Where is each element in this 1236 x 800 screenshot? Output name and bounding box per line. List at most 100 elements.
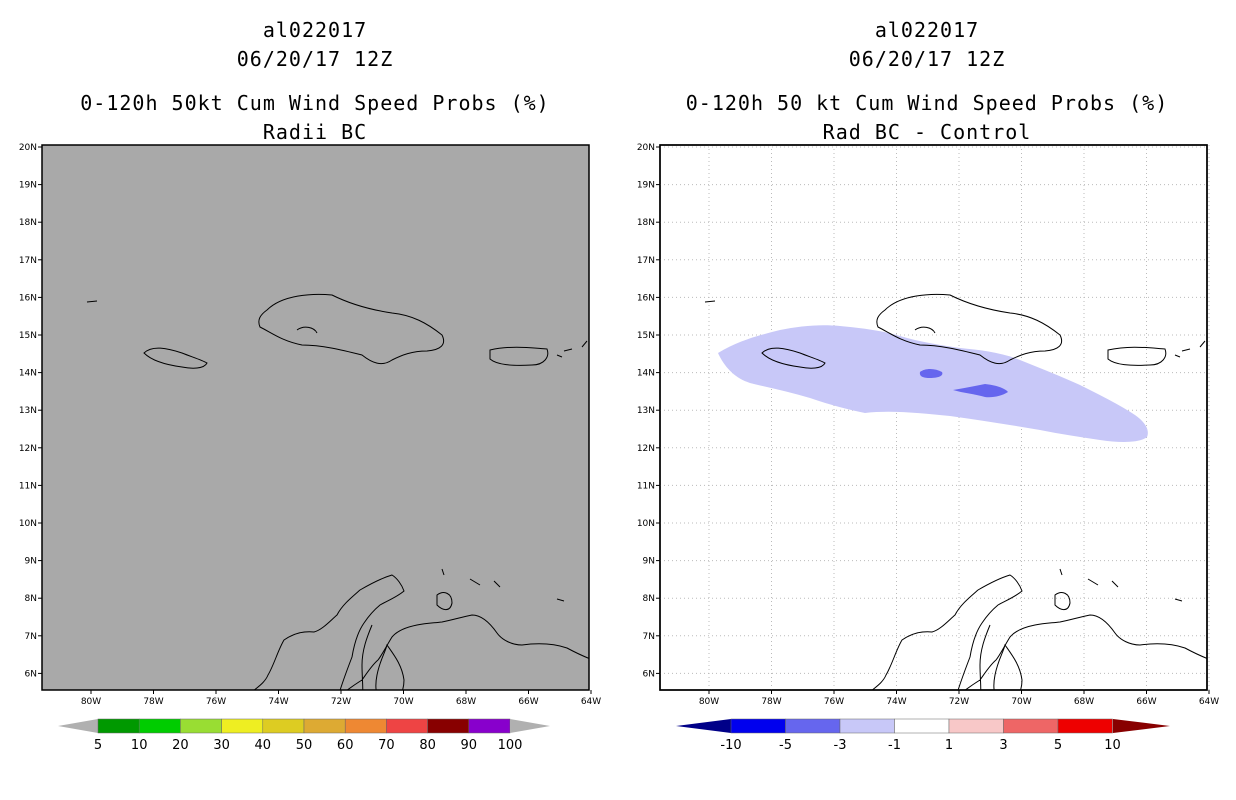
right-title-line1: al022017 (874, 18, 980, 42)
right-colorbar-over-arrow (1113, 719, 1170, 733)
lat-label: 13N (637, 406, 655, 416)
colorbar-label: 1 (945, 738, 953, 753)
diff-contour-medium-1 (919, 369, 943, 378)
lat-label: 16N (19, 293, 37, 303)
right-title-line4: Rad BC - Control (822, 120, 1032, 144)
colorbar-label: 60 (337, 738, 354, 753)
diff-contour-light (718, 325, 1148, 442)
colorbar-box (468, 718, 511, 734)
colorbar-label: 5 (94, 738, 102, 753)
lon-label: 72W (949, 697, 969, 707)
lat-label: 7N (643, 632, 655, 642)
lon-label: 64W (1199, 697, 1219, 707)
lat-label: 12N (19, 444, 37, 454)
lat-label: 8N (25, 594, 37, 604)
colorbar-label: -1 (888, 738, 901, 753)
colorbar-box (730, 718, 786, 734)
lon-label: 68W (456, 697, 476, 707)
left-title-line3: 0-120h 50kt Cum Wind Speed Probs (%) (80, 91, 550, 115)
lat-label: 10N (19, 519, 37, 529)
lat-label: 20N (19, 143, 37, 153)
colorbar-box (1003, 718, 1059, 734)
lon-label: 78W (761, 697, 781, 707)
lat-label: 18N (637, 218, 655, 228)
colorbar-box (262, 718, 305, 734)
left-lon-labels: 80W 78W 76W 74W 72W 70W 68W 66W 64W (81, 690, 601, 707)
colorbar-box (344, 718, 387, 734)
colorbar-label: 10 (131, 738, 148, 753)
lat-label: 17N (637, 256, 655, 266)
colorbar-label: 70 (378, 738, 395, 753)
colorbar-label: -5 (779, 738, 792, 753)
right-title-line2: 06/20/17 12Z (848, 47, 1006, 71)
lat-label: 19N (19, 181, 37, 191)
diff-contour-medium-2 (953, 384, 1008, 398)
lon-label: 80W (699, 697, 719, 707)
lon-label: 68W (1074, 697, 1094, 707)
lat-label: 8N (643, 594, 655, 604)
right-colorbar-under-arrow (676, 719, 731, 733)
colorbar-label: 10 (1104, 738, 1121, 753)
lat-label: 15N (19, 331, 37, 341)
left-colorbar-over-arrow (510, 719, 550, 733)
lat-label: 9N (25, 557, 37, 567)
left-title-line2: 06/20/17 12Z (236, 47, 394, 71)
lat-label: 18N (19, 218, 37, 228)
lon-label: 80W (81, 697, 101, 707)
lon-label: 64W (581, 697, 601, 707)
lat-label: 16N (637, 293, 655, 303)
right-lat-labels: 20N 19N 18N 17N 16N 15N 14N 13N 12N 11N 10N 9N 8N 7N 6… (637, 143, 660, 679)
colorbar-box (894, 718, 950, 734)
lon-label: 74W (268, 697, 288, 707)
lat-label: 13N (19, 406, 37, 416)
colorbar-label: 30 (213, 738, 230, 753)
lon-label: 66W (518, 697, 538, 707)
lat-label: 14N (19, 369, 37, 379)
right-colorbar: -10 -5 -3 -1 1 3 5 10 (676, 718, 1170, 753)
lat-label: 19N (637, 181, 655, 191)
colorbar-box (221, 718, 264, 734)
lon-label: 74W (886, 697, 906, 707)
lat-label: 14N (637, 369, 655, 379)
colorbar-box (386, 718, 428, 734)
colorbar-label: 40 (255, 738, 272, 753)
colorbar-box (180, 718, 222, 734)
lat-label: 6N (25, 669, 37, 679)
colorbar-box (138, 718, 181, 734)
lon-label: 72W (331, 697, 351, 707)
colorbar-label: 5 (1054, 738, 1062, 753)
right-title-line3: 0-120h 50 kt Cum Wind Speed Probs (%) (685, 91, 1169, 115)
lat-label: 7N (25, 632, 37, 642)
lon-label: 78W (143, 697, 163, 707)
colorbar-label: 100 (498, 738, 523, 753)
colorbar-box (303, 718, 346, 734)
colorbar-label: 20 (172, 738, 189, 753)
colorbar-box (839, 718, 895, 734)
colorbar-label: 50 (296, 738, 313, 753)
lat-label: 20N (637, 143, 655, 153)
lat-label: 11N (637, 481, 655, 491)
left-map-frame (41, 144, 590, 691)
right-lon-labels: 80W 78W 76W 74W 72W 70W 68W 66W 64W (699, 690, 1219, 707)
lat-label: 17N (19, 256, 37, 266)
left-title-line4: Radii BC (262, 120, 368, 144)
colorbar-box (948, 718, 1004, 734)
colorbar-box (785, 718, 841, 734)
lat-label: 12N (637, 444, 655, 454)
lat-label: 6N (643, 669, 655, 679)
colorbar-box (97, 718, 140, 734)
lat-label: 11N (19, 481, 37, 491)
right-map: 20N 19N 18N 17N 16N 15N 14N 13N 12N 11N 10N 9N 8N 7N 6… (637, 143, 1219, 707)
colorbar-label: 80 (419, 738, 436, 753)
colorbar-box (427, 718, 470, 734)
left-map: 20N 19N 18N 17N 16N 15N 14N 13N 12N 11N 10N 9N 8N 7N 6… (19, 143, 601, 707)
lat-label: 9N (643, 557, 655, 567)
lon-label: 70W (1011, 697, 1031, 707)
left-colorbar-under-arrow (58, 719, 98, 733)
lon-label: 76W (824, 697, 844, 707)
left-lat-labels: 20N 19N 18N 17N 16N 15N 14N 13N 12N 11N 10N 9N 8N 7N 6… (19, 143, 42, 679)
colorbar-box (1057, 718, 1113, 734)
lon-label: 76W (206, 697, 226, 707)
colorbar-label: -3 (834, 738, 847, 753)
